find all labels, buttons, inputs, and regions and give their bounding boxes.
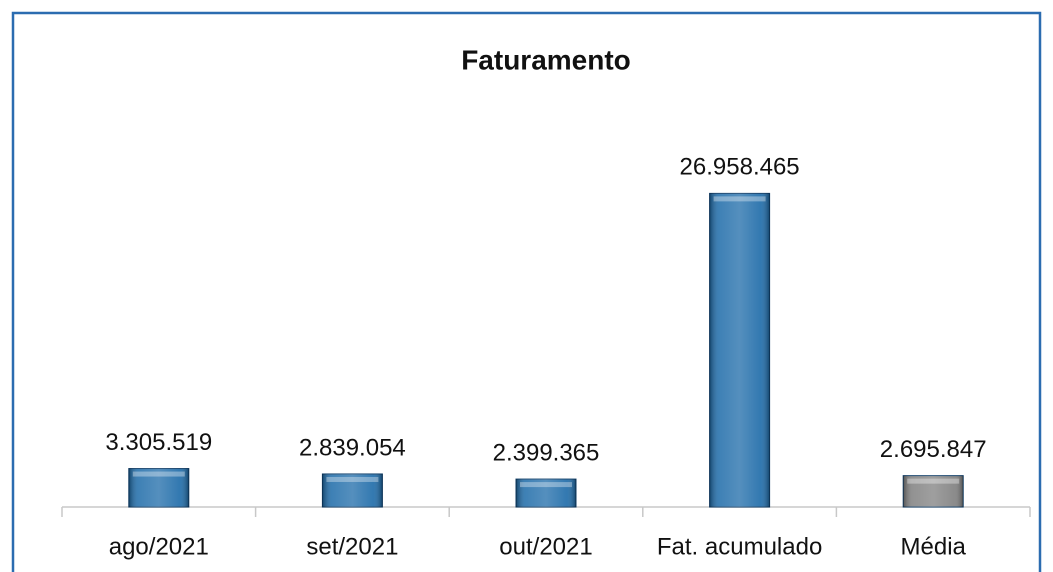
bar-shine [903,475,964,507]
value-label: 2.399.365 [493,439,600,466]
value-label: 2.839.054 [299,434,406,461]
frame [11,11,1042,572]
x-tick-label: Média [901,533,967,560]
x-tick-label: ago/2021 [109,533,209,560]
bar-bevel [520,482,572,488]
value-label: 26.958.465 [680,154,800,181]
value-label: 2.695.847 [880,436,987,463]
bar-bevel [907,478,960,484]
value-label: 3.305.519 [105,429,212,456]
bar-shine [128,468,189,507]
x-tick-label: out/2021 [499,533,592,560]
chart-title: Faturamento [461,44,631,75]
bar-shine [516,479,576,507]
bar-shine [322,473,383,507]
bar-shine [709,193,770,508]
bar-bevel [132,471,185,477]
bar-bevel [713,196,766,202]
x-tick-label: Fat. acumulado [657,533,822,560]
x-tick-label: set/2021 [306,533,398,560]
bar-bevel [326,476,379,482]
